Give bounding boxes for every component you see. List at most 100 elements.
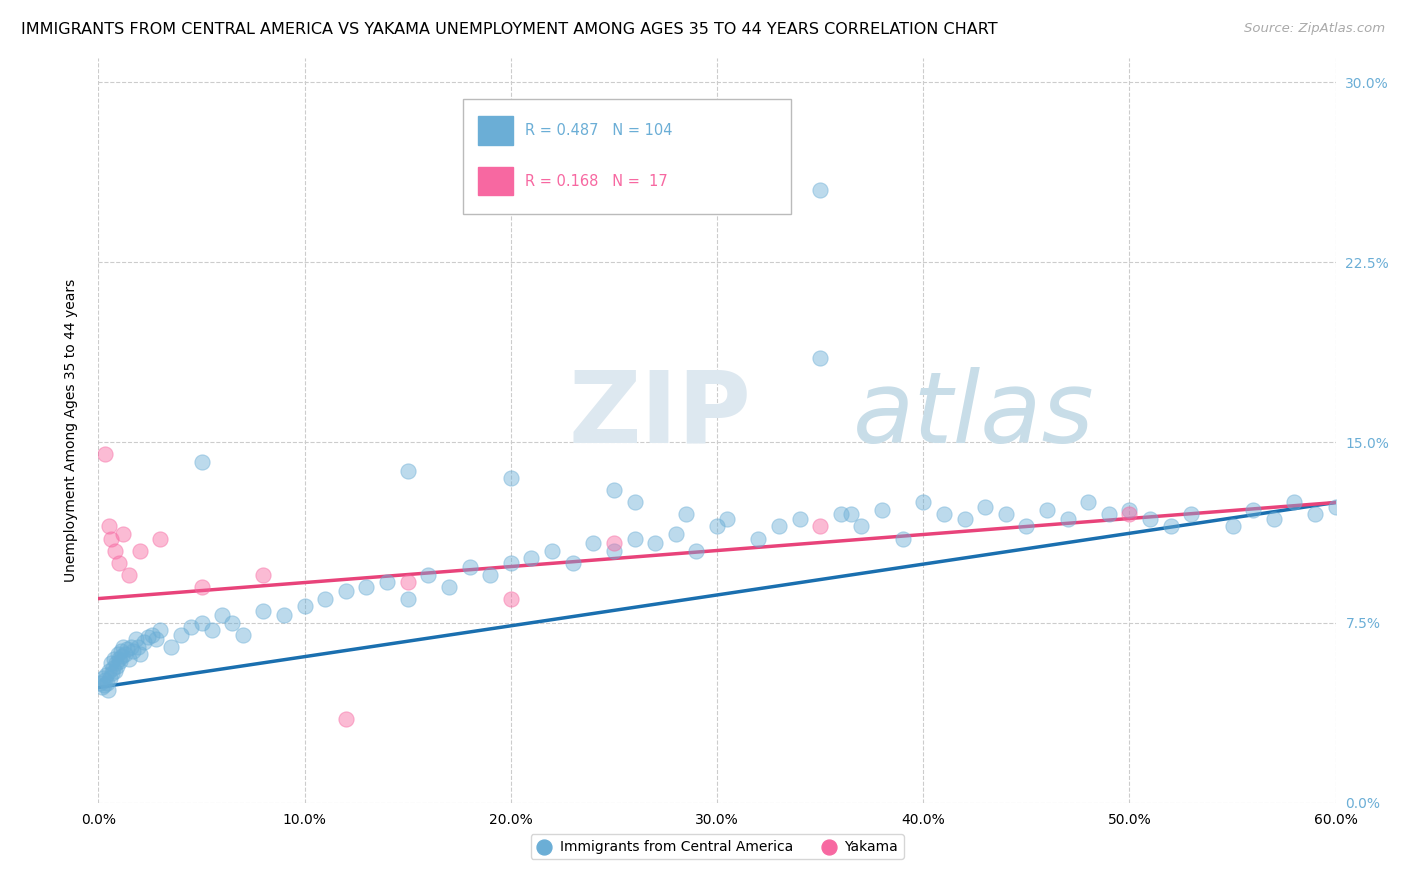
Point (1056, 512, 1078, 526)
Point (273, 608, 295, 623)
Point (101, 661, 124, 675)
Point (870, 502, 893, 516)
Point (396, 591, 419, 606)
Point (1036, 502, 1059, 516)
Point (582, 536, 605, 550)
Point (851, 519, 873, 533)
Point (499, 556, 522, 570)
Point (120, 640, 142, 654)
Point (93, 673, 115, 688)
Point (104, 543, 127, 558)
Point (211, 608, 233, 623)
Point (789, 512, 811, 526)
Point (716, 512, 738, 526)
Point (623, 495, 645, 509)
Point (1015, 519, 1038, 533)
Point (932, 508, 955, 522)
Text: R = 0.168   N =  17: R = 0.168 N = 17 (526, 174, 668, 189)
Point (830, 508, 852, 522)
Point (91, 671, 114, 685)
Point (190, 615, 212, 630)
Point (1118, 508, 1140, 522)
Point (603, 483, 626, 498)
Point (97, 682, 120, 697)
Point (112, 640, 135, 654)
Point (808, 351, 831, 366)
Point (98, 671, 121, 685)
Point (159, 640, 181, 654)
Point (111, 649, 134, 664)
Point (891, 532, 914, 546)
Point (124, 632, 146, 647)
Point (190, 455, 212, 469)
Point (675, 508, 697, 522)
Point (314, 591, 336, 606)
Point (105, 658, 128, 673)
Point (221, 615, 243, 630)
Point (89, 675, 111, 690)
Point (561, 556, 583, 570)
Point (479, 567, 502, 582)
Point (1077, 495, 1099, 509)
Point (1180, 508, 1202, 522)
Point (335, 584, 357, 599)
Point (128, 543, 150, 558)
Point (132, 635, 155, 649)
Point (603, 536, 626, 550)
Point (149, 623, 172, 637)
Point (665, 526, 688, 541)
Point (458, 560, 481, 574)
Legend: Immigrants from Central America, Yakama: Immigrants from Central America, Yakama (530, 834, 904, 859)
Point (1160, 519, 1182, 533)
Point (1303, 508, 1326, 522)
Point (93, 678, 115, 692)
Point (768, 519, 790, 533)
Point (118, 651, 141, 665)
Point (1139, 512, 1161, 526)
Point (706, 519, 728, 533)
Point (520, 550, 543, 565)
Point (114, 647, 136, 661)
Point (149, 532, 172, 546)
Point (603, 543, 626, 558)
Point (118, 567, 141, 582)
Point (108, 556, 131, 570)
Point (252, 567, 274, 582)
Point (190, 580, 212, 594)
Bar (478, 167, 513, 195)
Text: atlas: atlas (853, 367, 1095, 464)
Point (396, 464, 419, 478)
Point (103, 651, 125, 665)
Point (994, 508, 1017, 522)
Point (108, 654, 131, 668)
Point (112, 526, 135, 541)
Point (110, 644, 132, 658)
Point (953, 512, 976, 526)
Point (808, 183, 831, 197)
Point (141, 627, 163, 641)
Point (170, 627, 193, 641)
Point (100, 532, 122, 546)
FancyBboxPatch shape (464, 99, 792, 214)
Point (294, 599, 316, 613)
Point (1324, 500, 1347, 515)
Point (747, 532, 769, 546)
Point (97, 519, 120, 533)
Text: R = 0.487   N = 104: R = 0.487 N = 104 (526, 123, 673, 138)
Point (93, 447, 115, 461)
Point (104, 664, 127, 678)
Point (541, 543, 564, 558)
Point (108, 651, 131, 665)
Point (1118, 502, 1140, 516)
Point (974, 500, 997, 515)
Point (437, 580, 460, 594)
Point (499, 471, 522, 485)
Point (418, 567, 440, 582)
Point (101, 666, 124, 681)
Point (644, 536, 666, 550)
Point (232, 627, 254, 641)
Point (180, 620, 202, 634)
Point (252, 604, 274, 618)
Point (1222, 519, 1244, 533)
Point (1284, 495, 1306, 509)
